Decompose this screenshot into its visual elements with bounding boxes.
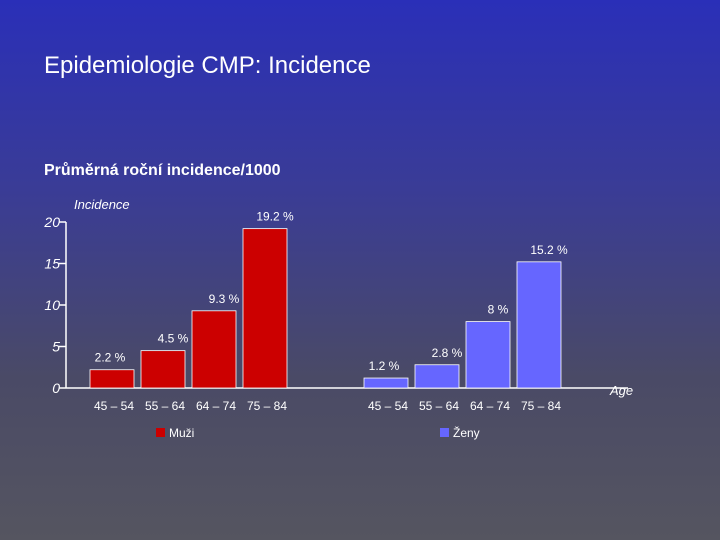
bar-1-2 <box>465 321 511 389</box>
category-label: 75 – 84 <box>247 399 287 413</box>
legend-label-1: Ženy <box>453 425 480 440</box>
y-tick-label: 0 <box>52 380 60 396</box>
category-label: 75 – 84 <box>521 399 561 413</box>
data-label: 19.2 % <box>256 210 294 224</box>
legend-label-0: Muži <box>169 426 194 440</box>
data-label: 2.8 % <box>432 346 463 360</box>
legend-swatch-1 <box>440 428 449 437</box>
legend-swatch-0 <box>156 428 165 437</box>
bar-0-1 <box>140 350 186 389</box>
category-label: 55 – 64 <box>145 399 185 413</box>
category-label: 55 – 64 <box>419 399 459 413</box>
bar-0-2 <box>191 310 237 389</box>
x-axis-label: Age <box>609 383 633 398</box>
category-label: 45 – 54 <box>368 399 408 413</box>
category-label: 45 – 54 <box>94 399 134 413</box>
data-label: 9.3 % <box>209 292 240 306</box>
data-label: 2.2 % <box>95 351 126 365</box>
bar-0-0 <box>89 369 135 389</box>
y-tick-label: 15 <box>44 256 60 272</box>
data-label: 1.2 % <box>369 359 400 373</box>
data-label: 8 % <box>488 303 509 317</box>
category-label: 64 – 74 <box>196 399 236 413</box>
bar-1-0 <box>363 377 409 389</box>
chart-subtitle: Průměrná roční incidence/1000 <box>44 162 281 179</box>
bar-0-3 <box>242 228 288 389</box>
data-label: 15.2 % <box>530 243 568 257</box>
y-tick-label: 5 <box>52 339 60 355</box>
y-tick-label: 10 <box>44 297 60 313</box>
category-label: 64 – 74 <box>470 399 510 413</box>
data-label: 4.5 % <box>158 332 189 346</box>
y-tick-label: 20 <box>43 214 60 230</box>
bar-1-3 <box>516 261 562 389</box>
slide-title: Epidemiologie CMP: Incidence <box>44 52 371 79</box>
bar-1-1 <box>414 364 460 389</box>
y-axis-label: Incidence <box>74 197 130 212</box>
